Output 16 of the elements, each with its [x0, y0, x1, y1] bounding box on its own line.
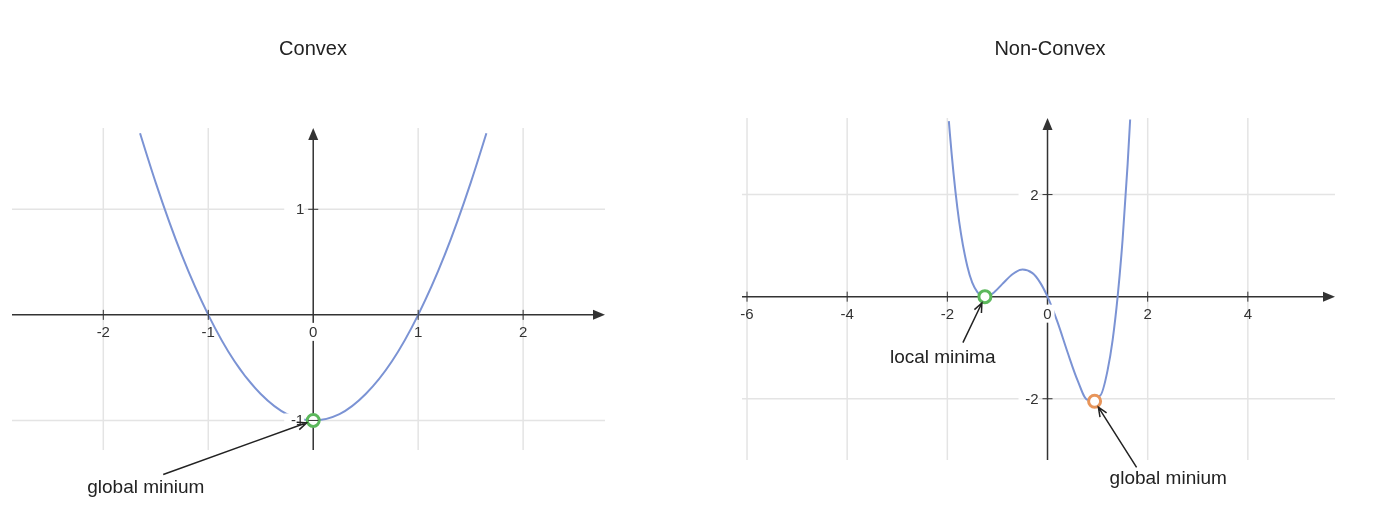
x-tick-label: -2 — [96, 322, 110, 340]
chart-title: Convex — [279, 37, 347, 59]
x-tick-label: 2 — [1143, 304, 1152, 322]
annotation: local minima — [889, 345, 996, 367]
chart-title: Non-Convex — [994, 37, 1106, 59]
x-tick-label: -2 — [940, 304, 955, 322]
x-tick-label: -1 — [201, 322, 215, 340]
annotation: global minium — [87, 476, 205, 498]
x-tick-label: -6 — [740, 304, 754, 322]
x-tick-label: -4 — [840, 304, 854, 322]
x-tick-label: 0 — [309, 322, 318, 340]
x-tick-label: 4 — [1243, 304, 1253, 322]
x-tick-label: 2 — [518, 322, 528, 340]
x-tick-label: 0 — [1043, 304, 1052, 322]
x-tick-label: 1 — [414, 322, 423, 340]
annotation: global minium — [1109, 467, 1227, 489]
